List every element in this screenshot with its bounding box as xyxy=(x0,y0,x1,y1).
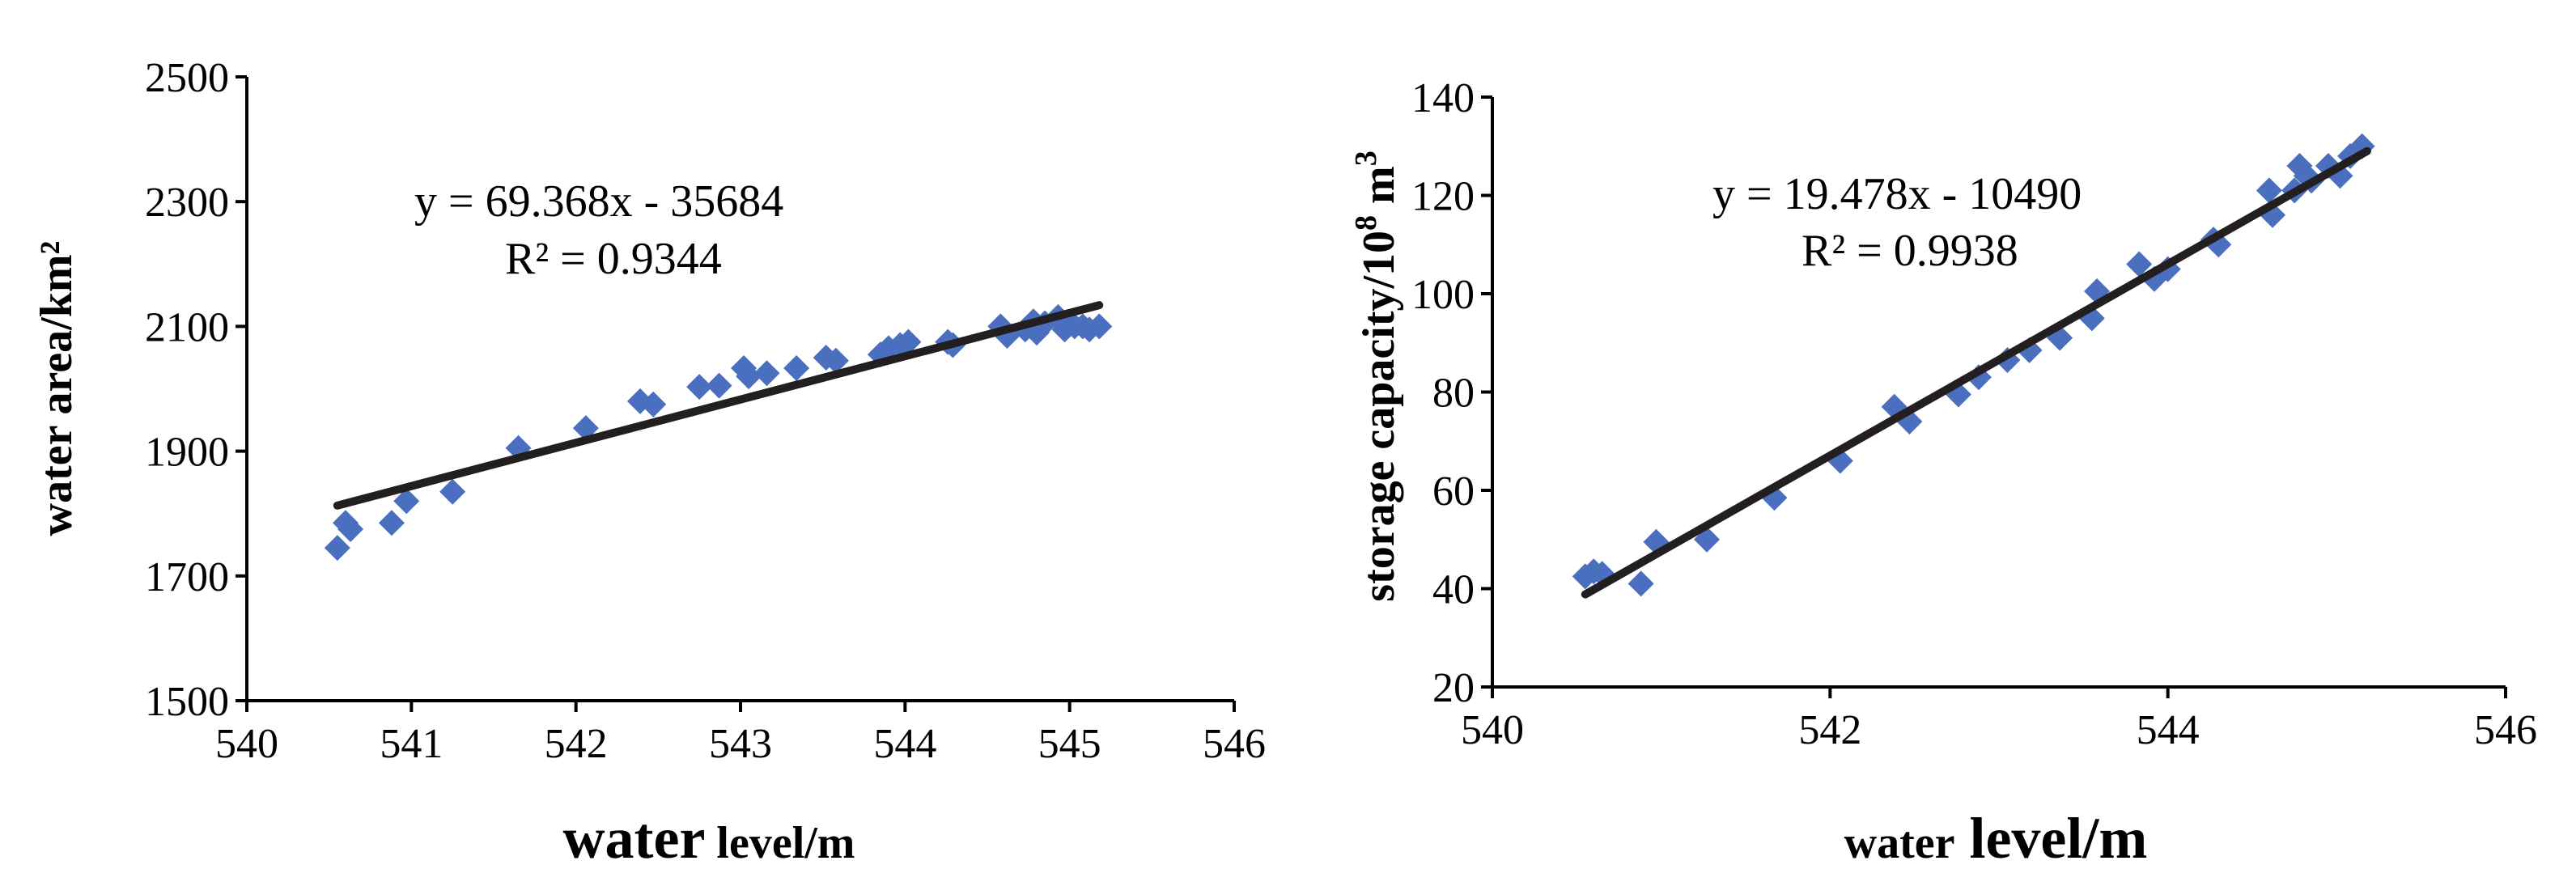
left-data-point xyxy=(393,488,420,515)
right-data-point xyxy=(2126,251,2153,278)
right-trendline xyxy=(1581,146,2371,599)
left-y-tick-label: 1700 xyxy=(145,554,229,600)
left-data-point xyxy=(324,535,350,562)
right-y-tick-label: 140 xyxy=(1411,75,1475,121)
left-x-tick-label: 543 xyxy=(709,721,772,767)
right-x-axis-label: water level/m xyxy=(1844,806,2148,871)
right-x-label-part1: water xyxy=(1844,818,1955,868)
left-data-point xyxy=(753,360,780,387)
left-data-point xyxy=(706,372,732,399)
right-data-points xyxy=(1572,133,2375,597)
left-x-tick-label: 541 xyxy=(380,721,443,767)
right-y-tick-label: 80 xyxy=(1432,371,1475,417)
right-x-ticks: 540 542 544 546 xyxy=(1461,687,2537,753)
right-x-label-part2: level/m xyxy=(1954,806,2147,871)
right-data-point xyxy=(2256,177,2282,204)
right-x-tick-label: 544 xyxy=(2137,707,2200,753)
right-y-tick-label: 120 xyxy=(1411,174,1475,220)
left-chart: 1500 1700 1900 2100 2300 2500 540 541 542 543 544… xyxy=(32,55,1266,871)
left-y-tick-label: 2500 xyxy=(145,55,229,101)
right-y-tick-label: 40 xyxy=(1432,567,1475,613)
right-x-tick-label: 540 xyxy=(1461,707,1524,753)
left-x-tick-label: 545 xyxy=(1038,721,1101,767)
left-x-tick-label: 544 xyxy=(873,721,936,767)
left-x-tick-label: 542 xyxy=(545,721,608,767)
right-equation: y = 19.478x - 10490 xyxy=(1712,169,2082,219)
left-data-point xyxy=(783,355,810,382)
left-data-points xyxy=(324,303,1113,562)
left-y-tick-label: 1500 xyxy=(145,679,229,725)
right-y-ticks: 20 40 60 80 100 120 140 xyxy=(1411,75,1492,711)
left-x-ticks: 540 541 542 543 544 545 546 xyxy=(215,701,1266,767)
left-data-point xyxy=(686,374,713,401)
left-x-label-part2: level/m xyxy=(705,818,855,868)
right-chart: 20 40 60 80 100 120 140 540 542 544 546 y = 19.47… xyxy=(1349,75,2537,871)
left-y-ticks: 1500 1700 1900 2100 2300 2500 xyxy=(145,55,247,725)
right-data-point xyxy=(1628,570,1654,597)
left-data-point xyxy=(895,329,922,355)
left-x-tick-label: 546 xyxy=(1203,721,1266,767)
left-data-point xyxy=(822,347,849,374)
left-equation: y = 69.368x - 35684 xyxy=(414,176,783,227)
right-y-tick-label: 60 xyxy=(1432,468,1475,515)
left-x-label-part1: water xyxy=(563,806,706,871)
left-trendline xyxy=(333,301,1104,510)
left-y-axis-label: water area/km² xyxy=(32,241,82,536)
left-data-point xyxy=(736,363,762,390)
left-data-point xyxy=(1086,313,1113,340)
left-data-point xyxy=(640,391,667,418)
right-x-tick-label: 542 xyxy=(1798,707,1861,753)
left-y-tick-label: 2100 xyxy=(145,304,229,350)
right-y-label-sup8: 8 xyxy=(1349,215,1383,231)
right-x-tick-label: 546 xyxy=(2474,707,2537,753)
left-data-point xyxy=(378,510,405,536)
left-data-point xyxy=(439,478,466,505)
left-x-tick-label: 540 xyxy=(215,721,278,767)
right-y-tick-label: 20 xyxy=(1432,665,1475,711)
right-y-label-sup3: 3 xyxy=(1349,150,1383,166)
right-y-label-part3: m xyxy=(1354,166,1404,215)
right-data-point xyxy=(1643,528,1670,555)
left-y-tick-label: 1900 xyxy=(145,430,229,476)
right-y-label-part1: storage capacity/10 xyxy=(1354,231,1404,602)
left-data-point xyxy=(337,515,364,542)
right-data-point xyxy=(2260,201,2286,228)
right-r-squared: R² = 0.9938 xyxy=(1802,226,2018,276)
left-r-squared: R² = 0.9344 xyxy=(505,234,722,284)
left-y-tick-label: 2300 xyxy=(145,180,229,226)
left-x-axis-label: water level/m xyxy=(563,806,855,871)
right-y-tick-label: 100 xyxy=(1411,272,1475,318)
right-y-axis-label: storage capacity/108 m3 xyxy=(1349,150,1404,601)
